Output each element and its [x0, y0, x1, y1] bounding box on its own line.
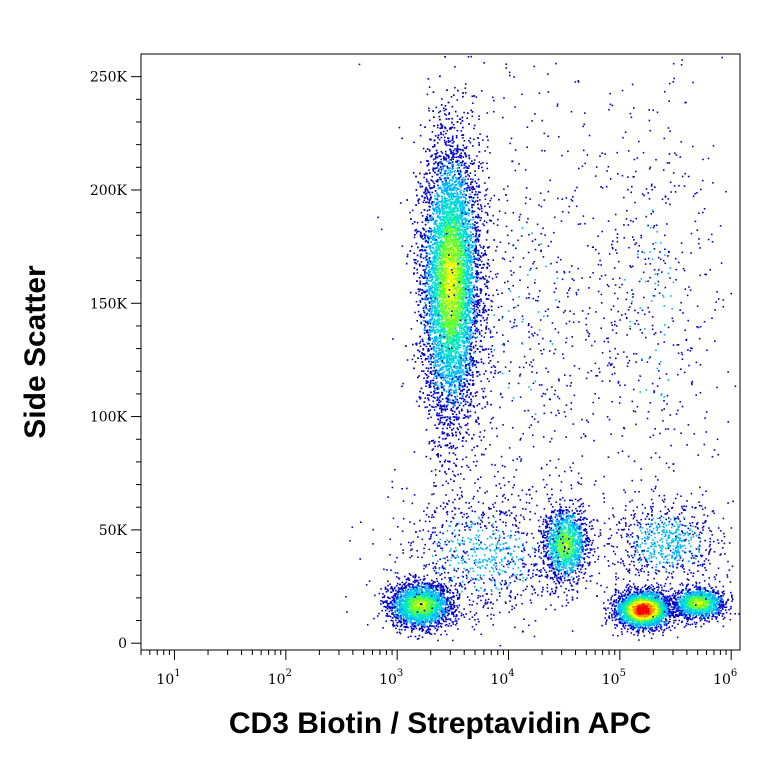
y-tick-label: 250K — [90, 70, 128, 86]
x-tick-label: 104 — [490, 668, 514, 688]
population-9 — [346, 440, 645, 647]
y-axis: 0 50K 100K 150K 200K 250K — [90, 70, 141, 652]
y-tick-label: 200K — [90, 183, 128, 199]
population-1 — [380, 55, 508, 514]
population-4 — [601, 580, 693, 641]
population-2 — [345, 564, 489, 642]
y-tick-label: 100K — [90, 410, 128, 426]
x-tick-label: 106 — [713, 668, 737, 688]
y-tick-label: 50K — [99, 523, 128, 539]
population-5 — [652, 574, 740, 628]
y-axis-title: Side Scatter — [19, 265, 52, 439]
x-tick-label: 102 — [268, 668, 292, 688]
scatter-points — [345, 55, 740, 647]
y-tick-label: 150K — [90, 296, 128, 312]
y-tick-label: 0 — [118, 636, 127, 652]
x-axis: 101 102 103 104 105 106 — [140, 650, 737, 688]
population-7 — [567, 56, 737, 597]
x-axis-title: CD3 Biotin / Streptavidin APC — [229, 707, 651, 740]
x-tick-label: 105 — [602, 668, 626, 688]
population-6 — [582, 453, 734, 606]
x-tick-label: 101 — [156, 668, 180, 688]
x-tick-label: 103 — [379, 668, 403, 688]
population-8 — [358, 62, 722, 638]
plot-frame — [140, 53, 741, 651]
population-3 — [527, 474, 602, 607]
